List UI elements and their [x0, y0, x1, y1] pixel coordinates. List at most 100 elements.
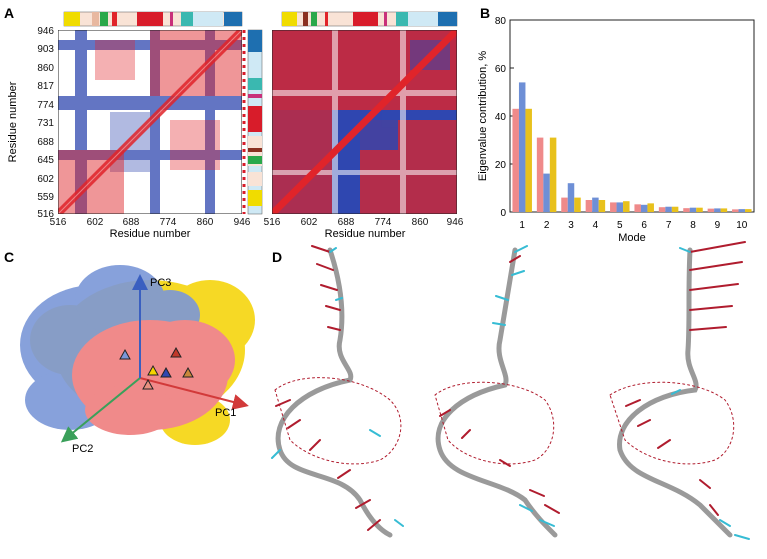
- triangle-marker: [170, 346, 182, 358]
- x-tick-label: 4: [593, 220, 599, 231]
- left-map-y-label: Residue number: [7, 81, 19, 162]
- bar-pink-mode-5: [610, 202, 617, 212]
- x-tick: 602: [87, 217, 104, 228]
- y-tick: 946: [37, 26, 54, 37]
- correlation-map-right: [272, 30, 457, 214]
- x-tick-label: 5: [617, 220, 623, 231]
- bar-pink-mode-7: [658, 207, 666, 212]
- bar-yellow-mode-4: [598, 200, 606, 212]
- correlation-map-left: [58, 30, 242, 214]
- bar-blue-mode-7: [665, 206, 672, 212]
- x-tick: 688: [338, 217, 355, 228]
- bar-pink-mode-1: [512, 108, 519, 212]
- panel-letter-d: D: [272, 249, 282, 265]
- bar-blue-mode-4: [592, 197, 599, 212]
- bar-blue-mode-6: [640, 204, 648, 212]
- bar-yellow-mode-3: [574, 197, 581, 212]
- y-tick: 688: [37, 137, 54, 148]
- bar-yellow-mode-8: [696, 207, 703, 212]
- right-map-x-label: Residue number: [325, 228, 406, 240]
- x-tick-label: 10: [736, 220, 748, 231]
- y-tick-label: 20: [495, 160, 507, 171]
- triangle-marker: [119, 348, 131, 360]
- chart-y-ticks: 0 20 40 60 80: [495, 16, 514, 219]
- right-map-x-ticks: 516 602 688 774 860 946: [264, 217, 464, 228]
- x-tick: 516: [50, 217, 67, 228]
- left-map-y-ticks: 946 903 860 817 774 731 688 645 602 559 …: [37, 26, 54, 220]
- bar-pink-mode-6: [634, 204, 641, 212]
- domain-bar-top-left: [63, 11, 243, 27]
- y-tick: 645: [37, 155, 54, 166]
- x-tick: 946: [234, 217, 251, 228]
- left-map-x-ticks: 516 602 688 774 860 946: [50, 217, 251, 228]
- y-tick: 817: [37, 81, 54, 92]
- bar-blue-mode-3: [567, 183, 575, 212]
- pca-cloud: PC1 PC2 PC3: [20, 265, 255, 455]
- domain-bar-top-right: [281, 11, 458, 27]
- bar-blue-mode-1: [518, 82, 526, 213]
- x-tick-label: 9: [715, 220, 721, 231]
- pc2-axis: [60, 377, 141, 443]
- bar-blue-mode-8: [689, 207, 697, 212]
- y-tick-label: 0: [500, 208, 506, 219]
- bar-pink-mode-8: [683, 208, 690, 212]
- y-tick: 602: [37, 174, 54, 185]
- structure-view-2: [434, 245, 560, 538]
- bar-pink-mode-4: [585, 200, 593, 212]
- bar-yellow-mode-6: [647, 203, 654, 212]
- x-tick: 774: [375, 217, 392, 228]
- x-tick: 774: [160, 217, 177, 228]
- bar-blue-mode-10: [738, 209, 746, 212]
- panel-letter-c: C: [4, 249, 14, 265]
- bar-yellow-mode-9: [720, 208, 728, 212]
- bar-pink-mode-10: [732, 209, 739, 212]
- triangle-marker: [160, 366, 172, 378]
- x-tick: 516: [264, 217, 281, 228]
- pc1-label: PC1: [215, 407, 236, 419]
- y-tick-label: 80: [495, 16, 507, 27]
- triangle-marker: [182, 366, 194, 378]
- pc1-axis: [139, 377, 249, 410]
- y-tick-label: 60: [495, 64, 507, 75]
- chart-y-label: Eigenvalue contribution, %: [477, 51, 489, 181]
- triangle-marker: [142, 378, 154, 390]
- bar-blue-mode-9: [714, 208, 721, 212]
- y-tick: 731: [37, 118, 54, 129]
- x-tick: 946: [447, 217, 464, 228]
- bar-yellow-mode-1: [525, 108, 532, 212]
- bar-yellow-mode-2: [549, 137, 557, 212]
- bar-blue-mode-5: [616, 202, 624, 212]
- bar-yellow-mode-5: [623, 201, 630, 212]
- x-tick-label: 1: [519, 220, 525, 231]
- chart-x-label: Mode: [618, 232, 646, 244]
- x-tick: 860: [412, 217, 429, 228]
- triangle-markers: [119, 346, 194, 390]
- triangle-marker: [147, 364, 159, 376]
- structure-view-1: [271, 245, 404, 538]
- bar-pink-mode-9: [707, 208, 715, 212]
- y-tick: 774: [37, 100, 54, 111]
- x-tick-label: 3: [568, 220, 574, 231]
- structure-view-3: [609, 241, 750, 540]
- y-tick: 903: [37, 44, 54, 55]
- x-tick: 688: [123, 217, 140, 228]
- x-tick: 860: [197, 217, 214, 228]
- pc3-label: PC3: [150, 277, 171, 289]
- panel-letter-a: A: [4, 5, 14, 21]
- y-tick: 860: [37, 63, 54, 74]
- bar-pink-mode-3: [561, 197, 568, 212]
- x-tick-label: 8: [690, 220, 696, 231]
- bar-blue-mode-2: [543, 173, 550, 212]
- x-tick-label: 7: [666, 220, 672, 231]
- domain-bar-side: [242, 29, 263, 215]
- bar-yellow-mode-10: [745, 209, 752, 212]
- y-tick: 516: [37, 209, 54, 220]
- left-map-x-label: Residue number: [110, 228, 191, 240]
- y-tick-label: 40: [495, 112, 507, 123]
- bar-pink-mode-2: [536, 137, 544, 212]
- x-tick-label: 2: [544, 220, 550, 231]
- panel-letter-b: B: [480, 5, 490, 21]
- bar-yellow-mode-7: [671, 206, 679, 212]
- x-tick-label: 6: [641, 220, 647, 231]
